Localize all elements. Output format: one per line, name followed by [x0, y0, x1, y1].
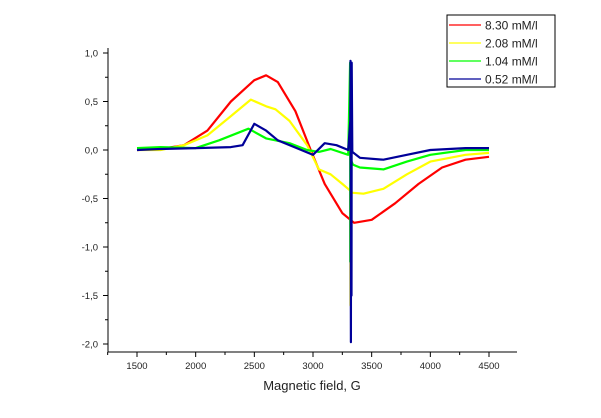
series-line-2-08: [137, 98, 490, 307]
x-tick-label: 4500: [478, 361, 499, 372]
y-tick-label: -1,0: [82, 243, 98, 254]
y-tick-label: -1,5: [82, 291, 98, 302]
x-tick-label: 4000: [420, 361, 441, 372]
y-tick-label: -2,0: [82, 340, 98, 351]
series-line-1-04: [136, 61, 489, 263]
y-tick-label: 1,0: [85, 49, 98, 60]
legend-entry: 0.52 mM/l: [485, 73, 538, 87]
legend-entry: 8.30 mM/l: [485, 19, 538, 33]
y-tick-label: 0,5: [85, 97, 98, 108]
legend-entry: 1.04 mM/l: [485, 55, 538, 69]
legend-entry: 2.08 mM/l: [485, 37, 538, 51]
x-tick-label: 3500: [361, 361, 382, 372]
axes: 1500 2000 2500 3000 3500 4000 4500 -2,0 -1,5 -1,0…: [82, 48, 517, 372]
legend-box: [446, 14, 556, 88]
series-line-0-52: [136, 59, 489, 344]
x-tick-label: 2000: [185, 361, 206, 372]
legend: 8.30 mM/l 2.08 mM/l 1.04 mM/l 0.52 mM/l: [446, 14, 556, 88]
x-tick-label: 3000: [302, 361, 323, 372]
x-axis-label: Magnetic field, G: [263, 378, 361, 393]
y-tick-label: 0,0: [85, 146, 98, 157]
y-tick-label: -0,5: [82, 194, 98, 205]
x-tick-label: 1500: [126, 361, 147, 372]
x-tick-label: 2500: [244, 361, 265, 372]
plot-area: [136, 59, 490, 344]
